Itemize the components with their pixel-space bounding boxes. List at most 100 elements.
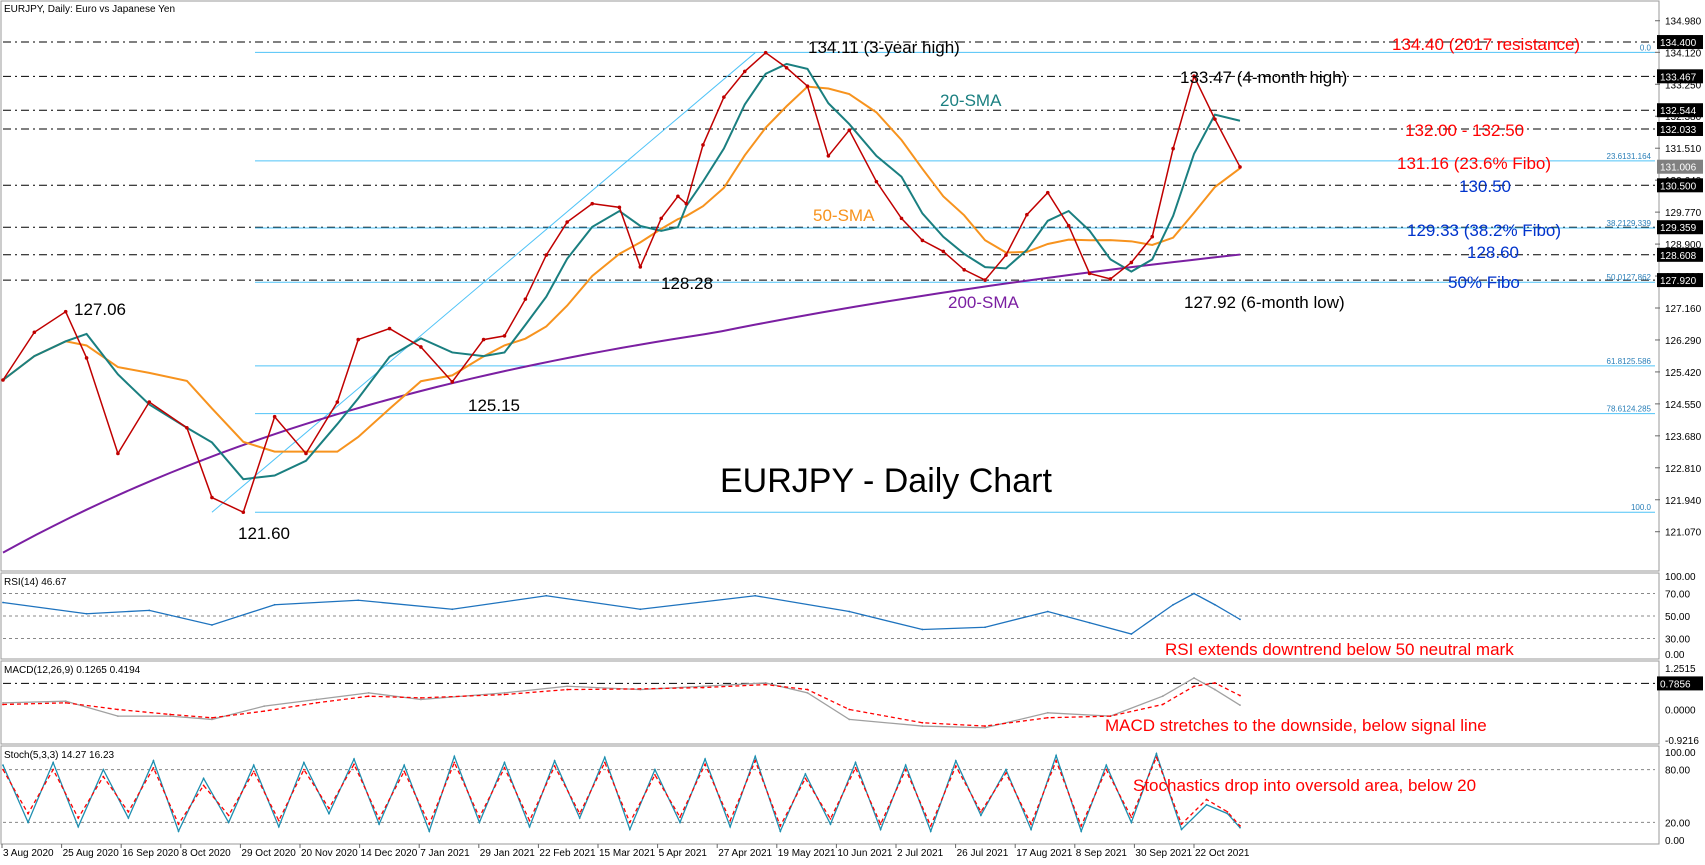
stoch-series-point (403, 770, 406, 773)
stoch-series-point (603, 761, 606, 764)
price-tag-label: 129.359 (1660, 223, 1697, 234)
macd-series-point (263, 710, 266, 713)
price-point (742, 69, 747, 74)
annotation-125-15: 125.15 (468, 396, 520, 415)
stoch-series-point (1205, 803, 1208, 806)
stoch-series-point (353, 758, 355, 760)
price-point (1045, 190, 1050, 195)
fibonacci-label: 100.0 (1631, 503, 1652, 512)
stoch-series-point (954, 765, 957, 767)
annotation-127-06: 127.06 (74, 300, 126, 319)
price-point (419, 345, 423, 349)
stoch-series-point (804, 773, 807, 775)
stoch-series-point (378, 823, 381, 826)
stoch-series-point (478, 816, 481, 819)
stoch-series-point (704, 763, 706, 766)
macd-series-point (211, 718, 213, 721)
macd-series-point (2, 703, 4, 706)
stoch-series-point (177, 830, 180, 833)
stoch-series-point (277, 825, 280, 828)
stoch-series-point (503, 766, 506, 769)
fibonacci-label: 78.6124.285 (1607, 405, 1652, 414)
y-tick-label: 121.940 (1665, 496, 1702, 507)
price-point (185, 425, 189, 430)
fibonacci-label: 23.6131.164 (1607, 152, 1652, 161)
stoch-series-point (1030, 823, 1032, 826)
stoch-series-point (1180, 823, 1183, 826)
price-point (1, 378, 5, 382)
x-tick-label: 5 Apr 2021 (659, 848, 708, 859)
chart-title: EURJPY - Daily Chart (720, 462, 1052, 500)
stoch-series-point (77, 825, 80, 828)
x-tick-label: 7 Jan 2021 (420, 848, 470, 859)
macd-series-point (1046, 711, 1049, 714)
stoch-series-point (854, 766, 857, 769)
rsi-series-point (1172, 603, 1175, 606)
stoch-series-point (729, 825, 732, 828)
x-tick-label: 30 Sep 2021 (1135, 848, 1192, 859)
stoch-series-point (578, 817, 581, 819)
y-tick-label: 125.420 (1665, 368, 1702, 379)
stoch-series-point (1155, 756, 1158, 759)
price-point (1025, 212, 1029, 217)
price-tag-label: 133.467 (1660, 72, 1697, 83)
annotation-2017-resistance: 134.40 (2017 resistance) (1392, 35, 1580, 54)
annotation-121-60: 121.60 (238, 524, 290, 543)
stoch-series-point (1105, 768, 1108, 771)
price-point (84, 356, 89, 360)
macd-series-point (921, 725, 924, 727)
price-point (335, 400, 340, 404)
stoch-series-point (829, 823, 832, 826)
macd-series-point (566, 685, 569, 688)
price-point (1192, 74, 1196, 79)
price-point (1108, 277, 1113, 281)
price-point (304, 451, 308, 456)
macd-y-tick-label: 1.2515 (1665, 664, 1696, 675)
price-point (450, 380, 455, 384)
stoch-series-point (1226, 810, 1229, 813)
x-tick-label: 16 Sep 2020 (122, 848, 179, 859)
annotation-6-month-low: 127.92 (6-month low) (1184, 293, 1345, 312)
y-tick-label: 124.550 (1665, 400, 1702, 411)
annotation-128-28: 128.28 (661, 274, 713, 293)
stoch-series-point (252, 764, 255, 767)
price-tag-label: 131.006 (1660, 163, 1697, 174)
price-point (565, 220, 569, 224)
stoch-series-point (127, 810, 130, 813)
price-tag (1657, 247, 1703, 262)
x-tick-label: 14 Dec 2020 (361, 848, 418, 859)
annotation-50-fibo: 50% Fibo (1448, 273, 1520, 292)
rsi-pane-frame (0, 572, 1660, 660)
y-tick-label: 126.290 (1665, 336, 1702, 347)
macd-series-point (764, 682, 767, 684)
stoch-annotation: Stochastics drop into oversold area, bel… (1133, 776, 1476, 795)
macd-series-point (1214, 688, 1216, 691)
x-tick-label: 26 Jul 2021 (957, 848, 1009, 859)
price-point (481, 337, 486, 342)
stoch-series-point (428, 830, 431, 833)
macd-series-point (806, 691, 809, 694)
stoch-series-point (854, 761, 857, 764)
rsi-series-point (2, 601, 4, 604)
annotation-132-range: 132.00 - 132.50 (1405, 121, 1524, 140)
stoch-series-point (227, 821, 230, 824)
y-tick-label: 128.900 (1665, 240, 1702, 251)
macd-series-point (1161, 703, 1164, 706)
rsi-series-point (1239, 618, 1241, 621)
macd-series-point (1193, 677, 1195, 679)
price-tag (1657, 103, 1703, 118)
stoch-y-tick-label: 0.00 (1665, 836, 1685, 847)
macd-series-point (367, 691, 370, 694)
stoch-series-point (804, 777, 807, 780)
rsi-series-point (1130, 633, 1133, 635)
annotation-3-year-high: 134.11 (3-year high) (808, 38, 960, 57)
stoch-y-tick-label: 100.00 (1665, 748, 1696, 759)
x-tick-label: 10 Jun 2021 (837, 848, 892, 859)
stoch-series-point (1005, 772, 1007, 775)
stoch-series-point (277, 819, 280, 822)
x-tick-label: 27 Apr 2021 (718, 848, 772, 859)
stoch-series-point (328, 807, 330, 810)
macd-title: MACD(12,26,9) 0.1265 0.4194 (4, 665, 141, 676)
stoch-series-point (628, 821, 631, 824)
